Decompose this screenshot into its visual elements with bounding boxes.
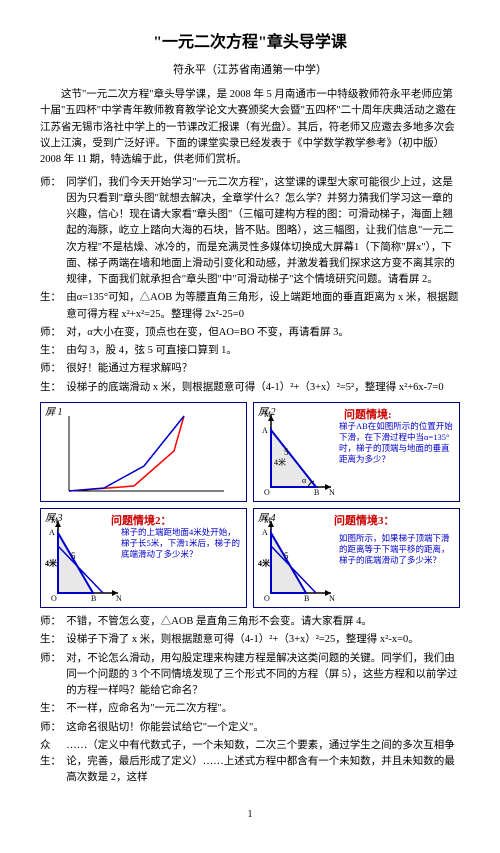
dialogue-line: 师：对，不论怎么滑动，用勾股定理来构建方程是解决这类问题的关键。同学们，我们由同… [40, 651, 460, 700]
dialogue-line: 师：同学们，我们今天开始学习"一元二次方程"，这堂课的课型大家可能很少上过，这是… [40, 175, 460, 289]
svg-text:M: M [51, 516, 58, 525]
speaker-label: 生： [40, 632, 66, 648]
svg-text:4米: 4米 [274, 457, 286, 467]
svg-text:5: 5 [284, 447, 289, 457]
author: 符永平（江苏省南通第一中学） [40, 62, 460, 80]
speaker-label: 师： [40, 720, 66, 736]
speech-text: 设梯子下滑了 x 米，则根据题意可得（4-1）²+（3+x）²=25，整理得 x… [66, 632, 460, 648]
speech-text: 这命名很贴切！你能尝试给它"一个定义"。 [66, 720, 460, 736]
speech-text: 设梯子的底端滑动 x 米，则根据题意可得（4-1）²+（3+x）²=5²，整理得… [66, 380, 460, 396]
speech-text: 不一样，应命名为"一元二次方程"。 [66, 701, 460, 717]
panel-4: 屏 4 问题情境3： 如图所示，如果梯子顶端下滑的距离等于下端平移的距离，梯子的… [253, 508, 460, 608]
panel-3-text: 梯子的上端距地面4米处开始，梯子长5米，下滑1米后，梯子的底端滑动了多少米？ [121, 527, 242, 560]
speech-text: 由勾 3，股 4，弦 5 可直接口算到 1。 [66, 343, 460, 359]
svg-text:N: N [329, 594, 335, 603]
speaker-label: 师： [40, 325, 66, 341]
svg-text:N: N [116, 594, 122, 603]
dialogue-line: 生：由α=135°可知，△AOB 为等腰直角三角形，设上端距地面的垂直距离为 x… [40, 290, 460, 323]
speech-text: 不错，不管怎么变，△AOB 是直角三角形不会变。请大家看屏 4。 [66, 614, 460, 630]
panel-1-chart [44, 406, 234, 501]
speaker-label: 生： [40, 343, 66, 359]
speaker-label: 师： [40, 651, 66, 700]
panel-4-text: 如图所示，如果梯子顶端下滑的距离等于下端平移的距离，梯子的底端滑动了多少米？ [339, 533, 455, 566]
speaker-label: 生： [40, 701, 66, 717]
page-title: "一元二次方程"章头导学课 [40, 30, 460, 56]
speaker-label: 众生： [40, 738, 66, 787]
svg-text:B: B [304, 594, 309, 603]
intro-paragraph: 这节"一元二次方程"章头导学课，是 2008 年 5 月南通市一中特级教师符永平… [40, 87, 460, 168]
svg-text:B: B [314, 488, 319, 497]
speech-text: 对，不论怎么滑动，用勾股定理来构建方程是解决这类问题的关键。同学们，我们由同一个… [66, 651, 460, 700]
speaker-label: 师： [40, 175, 66, 289]
page-number: 1 [40, 807, 460, 823]
svg-text:4米: 4米 [45, 558, 58, 568]
speaker-label: 生： [40, 380, 66, 396]
dialogue-line: 师：这命名很贴切！你能尝试给它"一个定义"。 [40, 720, 460, 736]
dialogue-line: 师：对，α大小在变，顶点也在变，但AO=BO 不变，再请看屏 3。 [40, 325, 460, 341]
dialogue-block-1: 师：同学们，我们今天开始学习"一元二次方程"，这堂课的课型大家可能很少上过，这是… [40, 175, 460, 396]
svg-text:O: O [51, 594, 57, 603]
speech-text: 同学们，我们今天开始学习"一元二次方程"，这堂课的课型大家可能很少上过，这是因为… [66, 175, 460, 289]
speech-text: 对，α大小在变，顶点也在变，但AO=BO 不变，再请看屏 3。 [66, 325, 460, 341]
panel-4-diagram: M A 4米 5 O B N [256, 511, 341, 606]
dialogue-line: 众生：……（定义中有代数式子，一个未知数，二次三个要素，通过学生之间的多次互相争… [40, 738, 460, 787]
dialogue-line: 生：不一样，应命名为"一元二次方程"。 [40, 701, 460, 717]
speech-text: 很好！能通过方程求解吗？ [66, 361, 460, 377]
svg-text:N: N [329, 488, 335, 497]
speech-text: 由α=135°可知，△AOB 为等腰直角三角形，设上端距地面的垂直距离为 x 米… [66, 290, 460, 323]
svg-text:5: 5 [71, 551, 76, 561]
svg-text:B: B [91, 594, 96, 603]
panel-2: 屏 2 问题情境: 梯子AB在如图所示的位置开始下滑，在下滑过程中当α=135°… [253, 402, 460, 502]
speaker-label: 生： [40, 290, 66, 323]
svg-text:M: M [264, 410, 271, 419]
svg-text:4米: 4米 [258, 558, 271, 568]
dialogue-block-2: 师：不错，不管怎么变，△AOB 是直角三角形不会变。请大家看屏 4。生：设梯子下… [40, 614, 460, 787]
svg-text:A: A [49, 528, 55, 537]
dialogue-line: 生：由勾 3，股 4，弦 5 可直接口算到 1。 [40, 343, 460, 359]
panel-2-text: 梯子AB在如图所示的位置开始下滑，在下滑过程中当α=135°时，梯子的顶端与地面… [339, 421, 455, 465]
panel-3-diagram: M A 4米 5 O B N [43, 511, 128, 606]
panels-grid: 屏 1 屏 2 问题情境: 梯子AB在如图所示的位置开始下滑，在下滑过程中当α=… [40, 402, 460, 608]
speech-text: ……（定义中有代数式子，一个未知数，二次三个要素，通过学生之间的多次互相争论，完… [66, 738, 460, 787]
speaker-label: 师： [40, 614, 66, 630]
speaker-label: 师： [40, 361, 66, 377]
dialogue-line: 师：不错，不管怎么变，△AOB 是直角三角形不会变。请大家看屏 4。 [40, 614, 460, 630]
panel-1: 屏 1 [40, 402, 247, 502]
svg-text:5: 5 [284, 551, 289, 561]
panel-4-title: 问题情境3： [334, 513, 395, 531]
svg-text:M: M [264, 516, 271, 525]
panel-2-diagram: M A 5 4米 O B N α [256, 405, 341, 500]
svg-text:A: A [262, 426, 268, 435]
dialogue-line: 生：设梯子下滑了 x 米，则根据题意可得（4-1）²+（3+x）²=25，整理得… [40, 632, 460, 648]
panel-3: 屏 3 问题情境2： 梯子的上端距地面4米处开始，梯子长5米，下滑1米后，梯子的… [40, 508, 247, 608]
svg-text:O: O [264, 488, 270, 497]
svg-text:A: A [262, 528, 268, 537]
svg-text:O: O [264, 594, 270, 603]
dialogue-line: 生：设梯子的底端滑动 x 米，则根据题意可得（4-1）²+（3+x）²=5²，整… [40, 380, 460, 396]
dialogue-line: 师：很好！能通过方程求解吗？ [40, 361, 460, 377]
